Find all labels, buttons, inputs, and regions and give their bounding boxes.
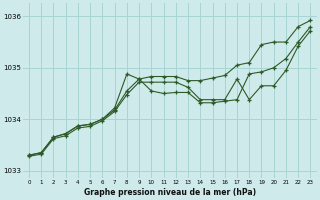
X-axis label: Graphe pression niveau de la mer (hPa): Graphe pression niveau de la mer (hPa) bbox=[84, 188, 256, 197]
